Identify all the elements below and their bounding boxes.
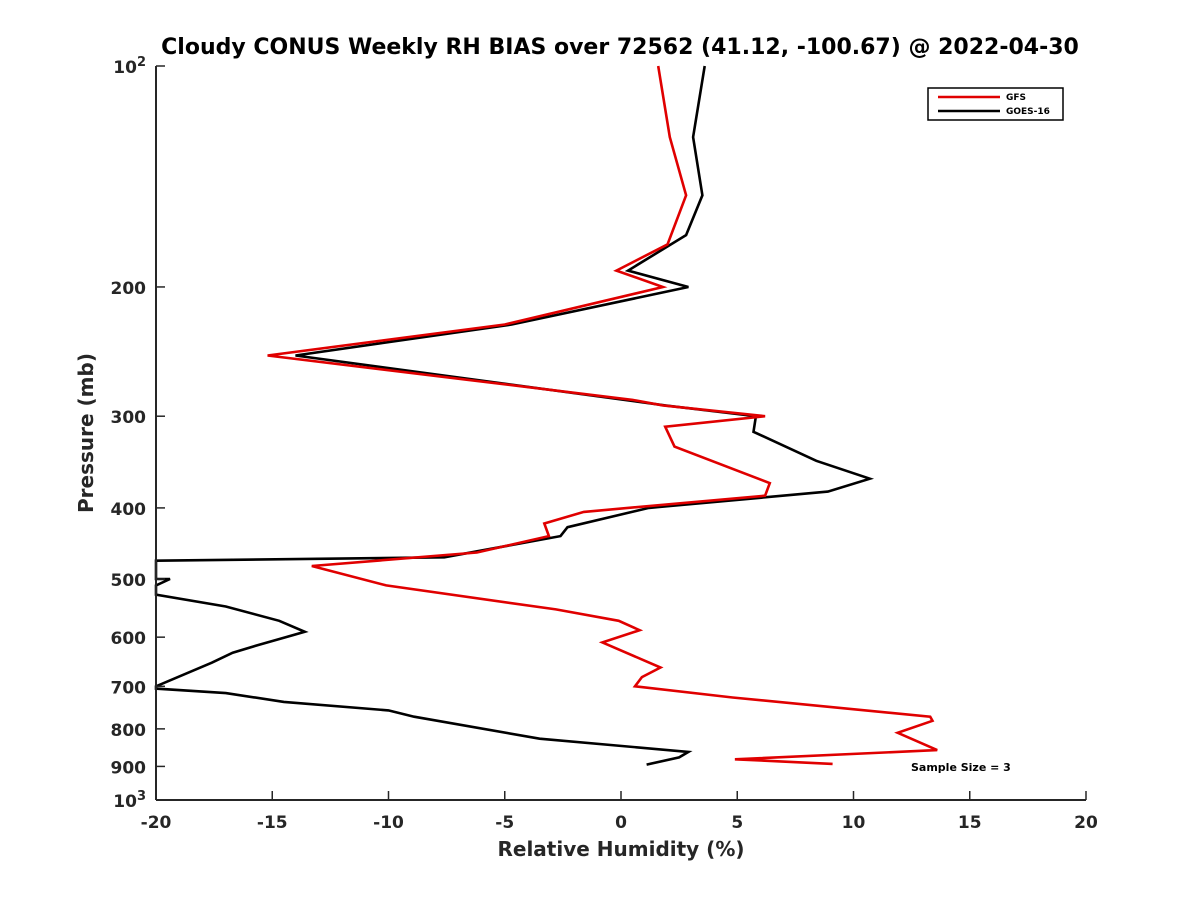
y-axis-label: Pressure (mb)	[74, 353, 98, 513]
series-layer	[154, 65, 938, 766]
y-tick-label: 600	[111, 629, 147, 649]
x-tick-label: 20	[1074, 813, 1098, 833]
x-tick-label: -20	[141, 813, 172, 833]
chart-title: Cloudy CONUS Weekly RH BIAS over 72562 (…	[161, 35, 1079, 60]
x-tick-label: 10	[842, 813, 866, 833]
y-tick-label: 103	[113, 789, 146, 812]
legend-label-goes16: GOES-16	[1006, 107, 1050, 117]
y-tick-label: 102	[113, 55, 146, 78]
x-tick-label: -10	[373, 813, 404, 833]
legend-label-gfs: GFS	[1006, 93, 1026, 103]
axes	[155, 66, 1086, 801]
y-tick-label: 800	[111, 721, 147, 741]
y-tick-label: 300	[111, 408, 147, 428]
y-tick-label: 700	[111, 678, 147, 698]
x-tick-label: 15	[958, 813, 982, 833]
series-line-gfs	[267, 65, 938, 766]
x-ticks: -20 -15 -10 -5 0 5 10 15 20	[141, 791, 1098, 833]
y-ticks: 102 200 300 400 500 600 700 800 900 103	[111, 55, 165, 812]
y-tick-label: 500	[111, 571, 147, 591]
x-tick-label: 5	[731, 813, 743, 833]
legend-box	[927, 87, 1064, 121]
y-tick-label: 900	[111, 758, 147, 778]
y-tick-label: 400	[111, 500, 147, 520]
sample-size-annotation: Sample Size = 3	[911, 761, 1011, 774]
x-tick-label: 0	[615, 813, 627, 833]
legend: GFS GOES-16	[927, 87, 1064, 121]
x-tick-label: -5	[495, 813, 514, 833]
x-axis-label: Relative Humidity (%)	[497, 837, 744, 861]
y-tick-label: 200	[111, 279, 147, 299]
x-tick-label: -15	[257, 813, 288, 833]
